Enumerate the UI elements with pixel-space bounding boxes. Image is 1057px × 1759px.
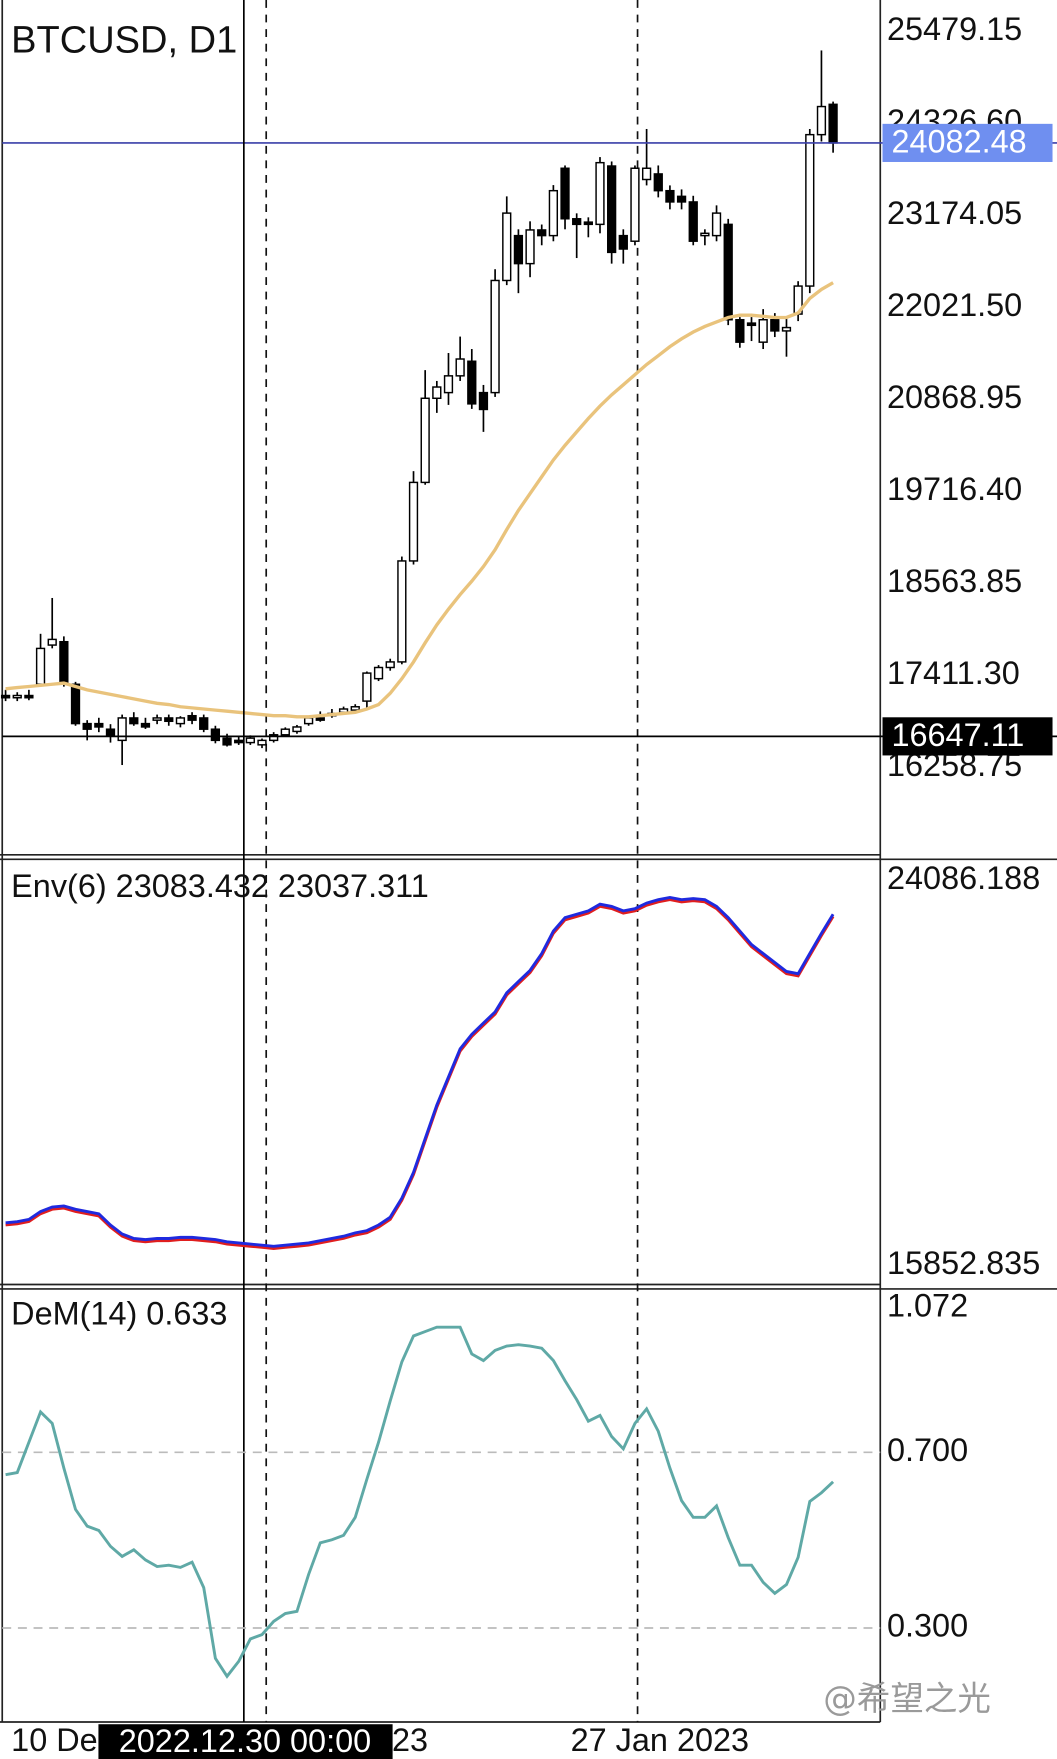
candle-body	[688, 201, 698, 242]
panel-title: BTCUSD, D1	[11, 20, 237, 62]
candle-body	[373, 666, 384, 680]
candle-body	[513, 234, 524, 265]
crosshair-date-box	[98, 1724, 393, 1759]
candle-body	[467, 360, 477, 405]
candle-body	[537, 229, 547, 237]
indicator-line	[5, 895, 835, 1248]
candle-body	[420, 397, 430, 484]
candle-body	[711, 212, 722, 237]
candle-body	[362, 672, 372, 702]
candle-body	[408, 481, 419, 562]
y-tick-label: 0.300	[887, 1608, 968, 1644]
candle-body	[199, 717, 209, 730]
candle-body	[280, 728, 290, 736]
candle-body	[175, 717, 186, 725]
moving-average	[5, 281, 834, 719]
y-tick-label: 15852.835	[887, 1245, 1040, 1281]
candle-body	[455, 358, 465, 377]
candle-body	[607, 165, 617, 254]
y-tick-label: 17411.30	[887, 655, 1020, 691]
candle-body	[746, 322, 757, 327]
candle-body	[385, 661, 395, 669]
candle-body	[303, 717, 314, 725]
candle-body	[245, 737, 255, 744]
candle-body	[35, 647, 46, 685]
candle-body	[572, 218, 582, 226]
candle-body	[315, 717, 325, 721]
candle-body	[758, 319, 768, 343]
candle-body	[676, 195, 687, 203]
candle-body	[478, 391, 489, 411]
candle-body	[502, 212, 512, 282]
y-tick-label: 20868.95	[887, 379, 1022, 415]
candle-body	[490, 279, 500, 394]
candle-body	[700, 232, 710, 237]
frame	[0, 0, 1057, 1723]
candle-body	[641, 167, 652, 181]
y-tick-label: 25479.15	[887, 11, 1022, 47]
candle-body	[432, 386, 442, 400]
candle-body	[525, 229, 535, 265]
crosshair-date-label: 2022.12.30 00:00	[119, 1723, 371, 1759]
candle-body	[595, 161, 605, 226]
candle-body	[630, 167, 640, 242]
candle-body	[24, 694, 34, 699]
candle-body	[618, 234, 628, 250]
candle-body	[117, 717, 127, 742]
candle-body	[187, 714, 197, 721]
last-price-label: 24082.48	[891, 124, 1026, 160]
candle-body	[781, 326, 792, 332]
crosshair-price-box	[882, 717, 1053, 756]
candle-body	[805, 133, 815, 287]
candle-body	[350, 706, 360, 711]
candle-body	[723, 223, 733, 321]
candle-body	[0, 694, 11, 699]
y-tick-label: 0.700	[887, 1432, 968, 1468]
candle-body	[94, 722, 104, 728]
candle-body	[82, 722, 92, 730]
y-tick-label: 22021.50	[887, 287, 1022, 323]
candle-body	[152, 717, 162, 721]
candle-body	[257, 739, 267, 746]
candle-body	[164, 717, 174, 723]
candle-body	[105, 728, 116, 736]
candle-body	[12, 694, 22, 699]
candle-body	[770, 319, 780, 332]
candle-body	[583, 221, 593, 226]
candle-body	[653, 173, 663, 192]
candle-body	[70, 683, 81, 725]
y-tick-label: 1.072	[887, 1288, 968, 1324]
candle-body	[560, 167, 570, 220]
y-tick-label: 18563.85	[887, 563, 1022, 599]
candle-body	[443, 375, 454, 394]
y-tick-label: 23174.05	[887, 195, 1022, 231]
candle-body	[210, 728, 221, 742]
candle-body	[59, 640, 69, 685]
watermark: @希望之光	[823, 1679, 991, 1718]
candle-body	[140, 722, 151, 728]
period-separators	[265, 0, 639, 1722]
candle-body	[47, 638, 57, 646]
x-tick-label: 27 Jan 2023	[571, 1722, 749, 1758]
candle-body	[129, 717, 139, 725]
last-price-box	[882, 123, 1053, 162]
candle-body	[292, 726, 302, 733]
candle-body	[735, 319, 745, 343]
candle-body	[269, 734, 279, 742]
candle-body	[816, 105, 827, 136]
y-tick-label: 19716.40	[887, 471, 1022, 507]
candle-body	[397, 560, 407, 663]
crosshair-price-label: 16647.11	[891, 717, 1024, 753]
candle-body	[222, 737, 232, 746]
y-tick-label: 24086.188	[887, 860, 1040, 896]
candle-body	[828, 103, 838, 144]
candle-body	[548, 189, 559, 237]
indicator-line	[5, 1325, 835, 1679]
panel-title: DeM(14) 0.633	[11, 1295, 227, 1331]
candle-body	[234, 739, 244, 744]
panel-title: Env(6) 23083.432 23037.311	[11, 868, 429, 904]
candle-body	[665, 189, 675, 203]
